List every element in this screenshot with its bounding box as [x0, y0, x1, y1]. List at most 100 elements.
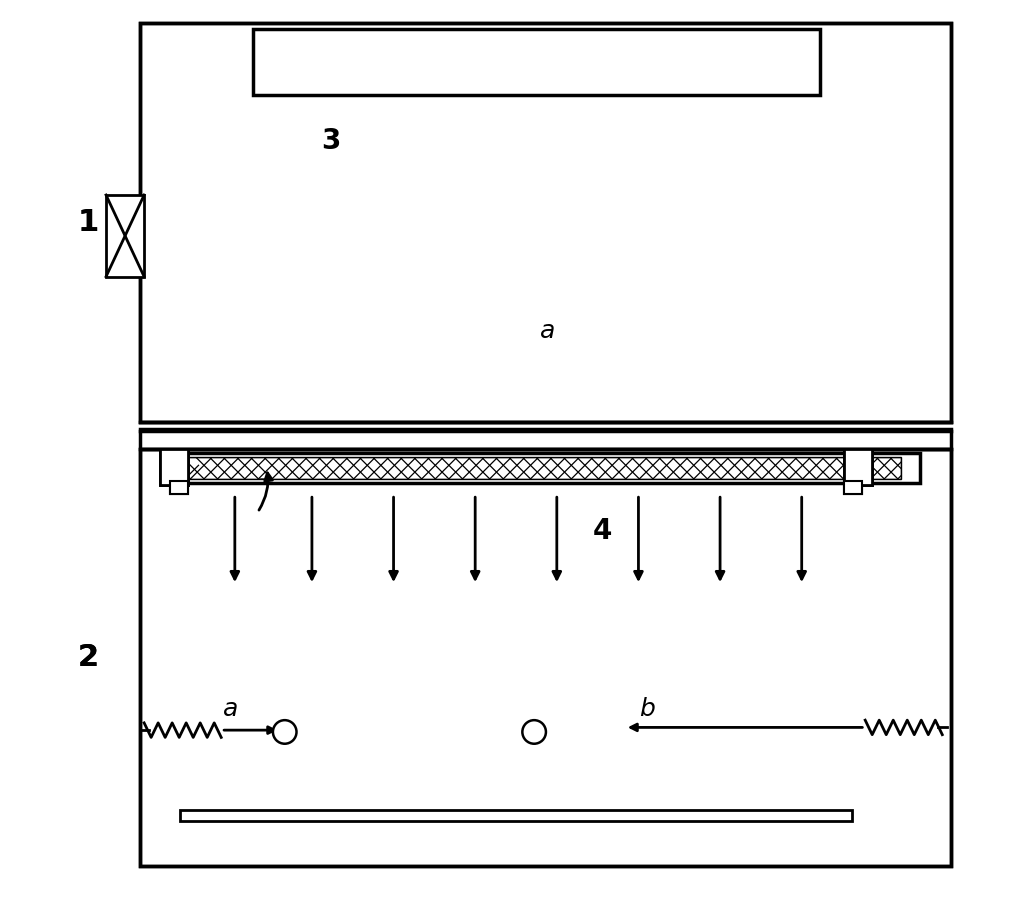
Circle shape [702, 736, 721, 756]
Circle shape [344, 792, 364, 812]
Circle shape [406, 792, 425, 812]
Circle shape [221, 755, 241, 775]
Circle shape [792, 516, 820, 545]
Circle shape [640, 736, 660, 756]
Bar [253, 29, 819, 95]
Text: a: a [540, 319, 555, 343]
Circle shape [198, 239, 227, 268]
Bar [139, 23, 952, 422]
Circle shape [579, 736, 599, 756]
Circle shape [640, 774, 660, 794]
Circle shape [665, 194, 694, 223]
Circle shape [722, 774, 742, 794]
Circle shape [211, 774, 231, 794]
Circle shape [551, 589, 580, 618]
Circle shape [475, 589, 504, 618]
Circle shape [241, 755, 262, 775]
Circle shape [610, 755, 630, 775]
Bar [63, 479, 969, 907]
Circle shape [763, 736, 783, 756]
Circle shape [190, 736, 211, 756]
Circle shape [385, 755, 405, 775]
Bar [123, 390, 139, 444]
Circle shape [293, 774, 313, 794]
Circle shape [733, 792, 752, 812]
Bar [63, 0, 185, 907]
Circle shape [528, 755, 548, 775]
Circle shape [272, 720, 296, 744]
Circle shape [508, 792, 527, 812]
Circle shape [324, 755, 344, 775]
Circle shape [395, 774, 415, 794]
Circle shape [248, 480, 277, 509]
Circle shape [743, 774, 763, 794]
Circle shape [522, 720, 546, 744]
Circle shape [283, 792, 302, 812]
Bar [149, 434, 942, 443]
Circle shape [665, 611, 694, 640]
Circle shape [436, 736, 456, 756]
Bar [139, 429, 952, 449]
Circle shape [610, 792, 630, 812]
Bar [139, 449, 952, 866]
Bar [169, 481, 188, 494]
Circle shape [600, 774, 619, 794]
Circle shape [518, 736, 538, 756]
Circle shape [774, 755, 794, 775]
Circle shape [681, 774, 701, 794]
Circle shape [333, 736, 354, 756]
Circle shape [864, 126, 894, 155]
Circle shape [660, 736, 681, 756]
Circle shape [392, 267, 422, 296]
Circle shape [333, 774, 354, 794]
Circle shape [466, 792, 487, 812]
Bar [139, 23, 952, 422]
Circle shape [620, 736, 640, 756]
Bar [167, 453, 920, 483]
Circle shape [753, 755, 773, 775]
Circle shape [354, 736, 374, 756]
Circle shape [415, 736, 436, 756]
Circle shape [181, 755, 200, 775]
Circle shape [579, 176, 608, 205]
Circle shape [814, 792, 835, 812]
Circle shape [528, 792, 548, 812]
Circle shape [262, 792, 282, 812]
Bar [952, 390, 963, 444]
Circle shape [846, 208, 875, 237]
Circle shape [710, 552, 739, 581]
Bar [844, 481, 863, 494]
Circle shape [243, 176, 272, 205]
Circle shape [225, 289, 254, 318]
Circle shape [508, 755, 527, 775]
Circle shape [375, 736, 394, 756]
Circle shape [231, 774, 251, 794]
Circle shape [804, 736, 824, 756]
Circle shape [406, 755, 425, 775]
Circle shape [712, 755, 732, 775]
Circle shape [225, 634, 254, 663]
Circle shape [180, 607, 208, 636]
Circle shape [681, 736, 701, 756]
Circle shape [272, 774, 292, 794]
Bar [139, 23, 952, 422]
Bar [185, 457, 902, 479]
Circle shape [293, 736, 313, 756]
Ellipse shape [280, 42, 535, 82]
Circle shape [201, 755, 221, 775]
Circle shape [569, 755, 589, 775]
Circle shape [487, 755, 507, 775]
Bar [167, 453, 920, 483]
Circle shape [333, 643, 362, 672]
Circle shape [549, 755, 569, 775]
Bar [185, 457, 902, 479]
Circle shape [407, 203, 436, 232]
Bar [139, 429, 952, 449]
Circle shape [691, 792, 712, 812]
Circle shape [181, 792, 200, 812]
Circle shape [712, 792, 732, 812]
Circle shape [344, 755, 364, 775]
Text: 4: 4 [592, 517, 612, 544]
Circle shape [783, 736, 804, 756]
Circle shape [558, 774, 579, 794]
